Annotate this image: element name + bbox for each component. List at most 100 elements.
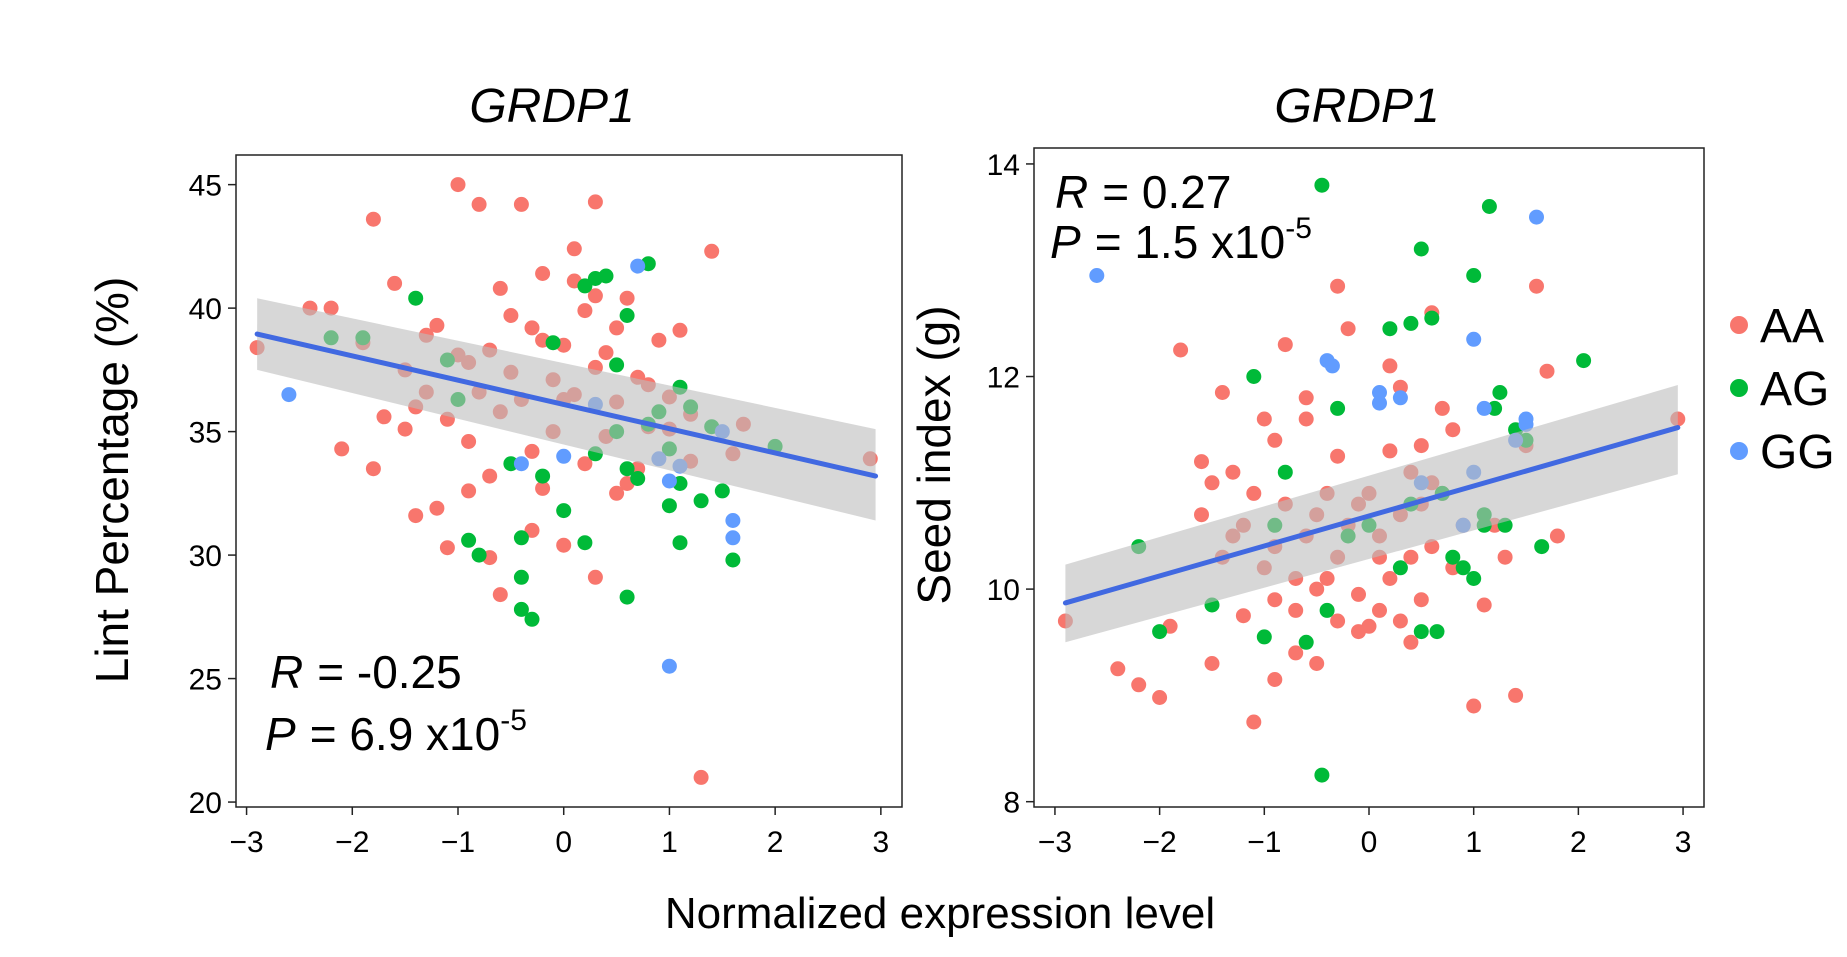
point-aa: [556, 537, 572, 553]
point-ag: [714, 483, 730, 499]
stat-p-symbol: P: [265, 708, 296, 760]
point-gg: [281, 387, 297, 403]
point-aa: [1382, 358, 1398, 374]
point-aa: [577, 456, 593, 472]
point-aa: [1330, 278, 1346, 294]
point-aa: [1351, 586, 1366, 602]
stat-p-exponent: -5: [1285, 212, 1312, 245]
point-ag: [1429, 624, 1445, 640]
point-aa: [1508, 687, 1524, 703]
point-gg: [1529, 209, 1544, 225]
chart-title: GRDP1: [469, 80, 634, 133]
point-aa: [609, 320, 625, 336]
x-tick-label: 1: [661, 826, 678, 859]
point-ag: [1330, 400, 1346, 416]
y-tick-label: 10: [987, 574, 1020, 607]
point-ag: [1424, 310, 1440, 326]
point-aa: [1288, 645, 1304, 661]
point-aa: [1225, 464, 1241, 480]
point-aa: [1267, 672, 1283, 687]
point-aa: [587, 194, 603, 210]
legend-label-gg: GG: [1760, 426, 1835, 479]
point-aa: [429, 500, 445, 516]
point-aa: [323, 300, 339, 316]
point-aa: [587, 569, 603, 585]
point-aa: [334, 441, 350, 457]
point-ag: [513, 530, 529, 546]
point-aa: [1392, 379, 1408, 395]
point-gg: [1476, 400, 1492, 416]
point-aa: [1277, 337, 1293, 353]
point-aa: [492, 587, 508, 603]
point-ag: [577, 278, 593, 294]
point-ag: [609, 357, 625, 373]
point-ag: [598, 268, 614, 284]
point-aa: [1319, 571, 1335, 586]
point-aa: [492, 280, 508, 296]
point-aa: [1246, 714, 1262, 730]
point-ag: [1314, 177, 1330, 193]
point-gg: [630, 258, 646, 274]
point-aa: [566, 241, 582, 257]
point-aa: [1529, 278, 1544, 294]
point-aa: [1298, 411, 1314, 427]
point-aa: [1372, 602, 1387, 618]
legend-marker-ag: [1730, 379, 1748, 397]
point-ag: [1466, 571, 1482, 586]
point-aa: [1204, 656, 1220, 671]
point-aa: [1413, 438, 1429, 454]
point-aa: [1110, 661, 1126, 677]
point-aa: [1466, 698, 1482, 714]
point-ag: [1413, 241, 1429, 257]
point-ag: [1256, 629, 1272, 645]
x-tick-label: −1: [1247, 826, 1281, 859]
point-aa: [1445, 560, 1461, 576]
x-tick-label: 3: [873, 826, 890, 859]
point-aa: [1267, 592, 1283, 608]
point-gg: [1518, 416, 1534, 432]
point-ag: [1277, 464, 1293, 480]
point-aa: [376, 409, 392, 425]
point-ag: [513, 601, 529, 617]
y-tick-label: 30: [189, 540, 222, 573]
point-aa: [461, 434, 477, 449]
point-aa: [387, 275, 403, 291]
confidence-band: [257, 298, 876, 521]
point-ag: [577, 535, 593, 551]
point-aa: [1214, 385, 1230, 400]
point-ag: [1413, 624, 1429, 640]
stat-p: P = 6.9 x10-5: [265, 704, 527, 760]
point-aa: [365, 461, 381, 477]
point-aa: [429, 317, 445, 333]
point-aa: [1194, 507, 1209, 523]
point-aa: [1382, 443, 1398, 459]
y-tick-label: 40: [189, 293, 222, 326]
plot-frame: [235, 154, 903, 808]
point-ag: [630, 471, 646, 486]
point-aa: [1382, 571, 1398, 586]
point-gg: [725, 530, 741, 546]
point-aa: [1497, 549, 1513, 565]
point-aa: [587, 288, 603, 304]
regression-line: [1062, 425, 1681, 606]
point-aa: [471, 196, 487, 212]
point-aa: [397, 421, 413, 437]
y-tick-label: 8: [1003, 787, 1020, 820]
point-ag: [619, 461, 635, 477]
point-aa: [672, 322, 688, 338]
point-ag: [1487, 400, 1503, 416]
x-tick-label: 2: [767, 826, 784, 859]
point-ag: [545, 335, 561, 351]
legend-marker-aa: [1730, 316, 1748, 334]
point-ag: [556, 503, 572, 519]
x-tick-label: 0: [1361, 826, 1378, 859]
stat-r: R = 0.27: [1055, 166, 1231, 218]
point-aa: [1403, 634, 1419, 650]
legend-marker-gg: [1730, 442, 1748, 460]
point-aa: [598, 345, 614, 361]
x-tick-label: −3: [1038, 826, 1072, 859]
point-aa: [524, 320, 540, 336]
x-tick-label: −3: [229, 826, 263, 859]
point-aa: [693, 769, 709, 785]
